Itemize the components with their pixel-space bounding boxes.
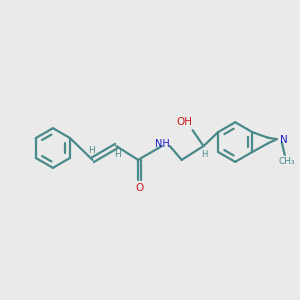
- Text: NH: NH: [154, 139, 169, 149]
- Text: O: O: [136, 183, 144, 193]
- Text: OH: OH: [177, 117, 193, 127]
- Text: H: H: [88, 146, 95, 155]
- Text: CH₃: CH₃: [278, 158, 295, 166]
- Text: N: N: [280, 135, 288, 145]
- Text: H: H: [114, 151, 121, 160]
- Text: H: H: [201, 151, 208, 160]
